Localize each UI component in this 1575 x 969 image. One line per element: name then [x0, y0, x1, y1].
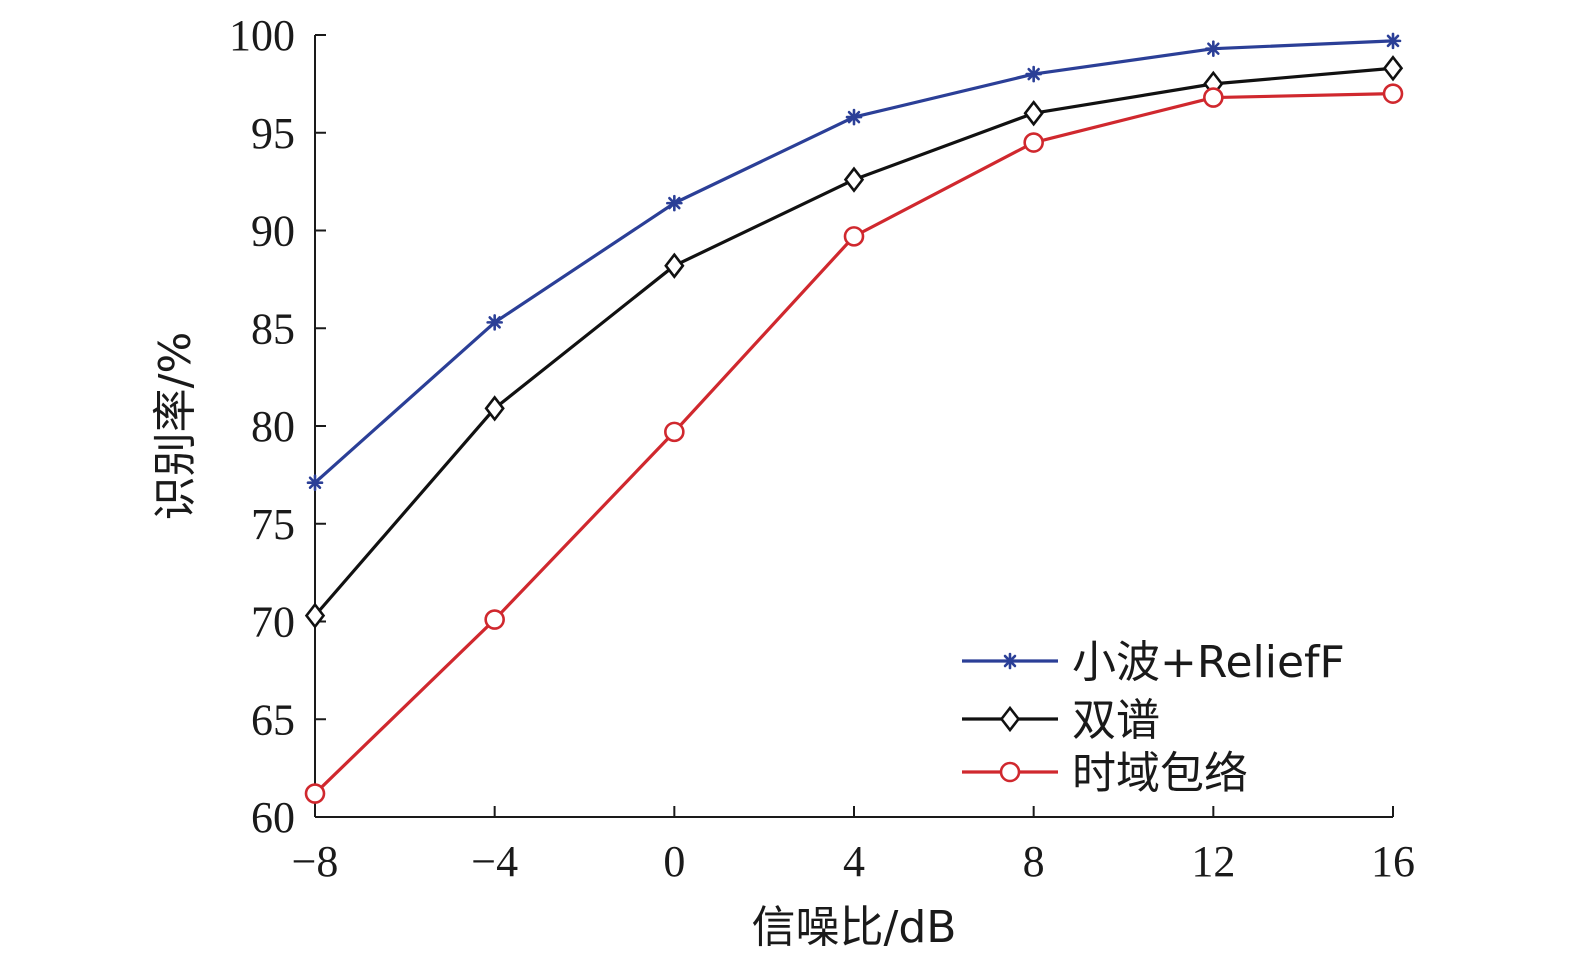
data-point: [1382, 83, 1404, 104]
legend-marker: [1001, 652, 1019, 670]
x-tick-label: 4: [843, 837, 865, 886]
y-tick-label: 100: [229, 11, 295, 60]
data-point: [306, 474, 324, 491]
legend-label: 双谱: [1072, 695, 1160, 746]
legend-marker: [999, 761, 1021, 783]
x-tick-label: −8: [292, 837, 339, 886]
data-point: [845, 108, 863, 126]
data-point: [1025, 65, 1042, 83]
x-tick-label: −4: [471, 837, 518, 886]
y-tick-label: 85: [251, 304, 295, 353]
y-axis-title: 识别率/%: [150, 332, 201, 521]
x-axis-ticks: −8 −4 0 4 8 12 16: [292, 806, 1415, 886]
series-line: [313, 92, 1394, 795]
legend-label: 小波+ReliefF: [1072, 637, 1345, 688]
data-point: [304, 602, 326, 629]
x-tick-label: 16: [1371, 837, 1415, 886]
x-tick-label: 12: [1191, 837, 1235, 886]
x-axis-title: 信噪比/dB: [752, 902, 957, 953]
data-point: [1023, 100, 1044, 127]
data-point: [666, 194, 683, 212]
data-point: [1203, 87, 1224, 108]
y-tick-label: 75: [251, 500, 295, 549]
y-axis-ticks: 60 65 70 75 80 85 90 95 100: [229, 11, 326, 842]
legend-item: 时域包络: [962, 748, 1248, 799]
series-2: [304, 55, 1404, 629]
data-point: [486, 314, 503, 331]
series-3: [304, 83, 1404, 804]
y-tick-label: 60: [251, 793, 295, 842]
x-tick-label: 0: [663, 837, 685, 886]
data-point: [843, 166, 865, 193]
y-tick-label: 65: [251, 695, 295, 744]
legend-marker: [999, 705, 1021, 733]
data-point: [1382, 55, 1404, 82]
series-line: [313, 39, 1394, 484]
legend-item: 小波+ReliefF: [962, 637, 1345, 688]
legend-item: 双谱: [962, 695, 1160, 746]
legend-label: 时域包络: [1072, 748, 1248, 799]
data-point: [1205, 40, 1222, 57]
y-tick-label: 70: [251, 598, 295, 647]
series-lines: [304, 32, 1404, 804]
plot-area: 60 65 70 75 80 85 90 95 100 −8 −4 0 4 8 12 16: [229, 11, 1415, 886]
data-point: [484, 609, 505, 630]
data-point: [484, 395, 505, 422]
y-tick-label: 80: [251, 402, 295, 451]
data-point: [843, 226, 865, 247]
y-tick-label: 95: [251, 109, 295, 158]
data-point: [1023, 132, 1044, 153]
data-point: [304, 783, 326, 804]
y-tick-label: 90: [251, 207, 295, 256]
x-tick-label: 8: [1023, 837, 1045, 886]
data-point: [664, 252, 685, 279]
series-1: [306, 32, 1402, 491]
data-point: [664, 421, 685, 443]
series-line: [313, 66, 1394, 617]
data-point: [1384, 32, 1402, 50]
